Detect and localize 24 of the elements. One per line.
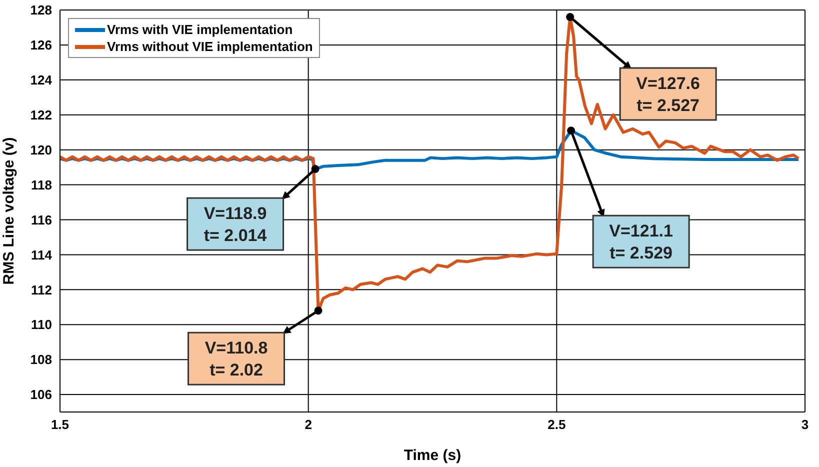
legend-label: Vrms without VIE implementation [107,38,313,55]
y-tick-label: 108 [30,352,52,368]
y-tick-label: 112 [31,282,52,298]
y-tick-label: 106 [30,387,52,402]
legend-label: Vrms with VIE implementation [107,21,293,38]
annotation: V=127.6 t= 2.527 [636,74,700,115]
y-tick-label: 110 [31,317,52,332]
y-tick-label: 114 [31,247,53,262]
y-axis-title: RMS Line voltage (v) [0,137,18,285]
y-tick-label: 120 [30,142,52,158]
y-tick-label: 128 [30,2,52,18]
x-tick-label: 1.5 [50,417,70,432]
x-tick-label: 2 [304,417,312,432]
y-tick-label: 126 [30,38,52,53]
y-tick-label: 124 [30,72,53,88]
x-tick-label: 3 [801,417,809,432]
y-tick-label: 122 [30,107,52,122]
x-axis-title: Time (s) [404,447,462,464]
y-tick-label: 118 [31,177,52,192]
y-tick-label: 116 [31,212,52,228]
annotation: V=121.1 t= 2.529 [609,222,673,263]
x-tick-label: 2.5 [548,417,566,432]
annotation: V=110.8 t= 2.02 [204,338,268,380]
annotation: V=118.9 t= 2.014 [204,204,268,246]
